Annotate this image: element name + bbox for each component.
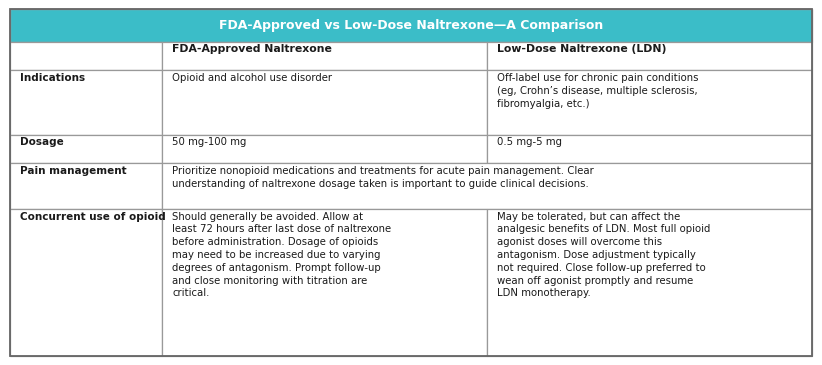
Text: Indications: Indications: [20, 73, 85, 83]
Bar: [487, 135, 812, 164]
Text: Low-Dose Naltrexone (LDN): Low-Dose Naltrexone (LDN): [497, 45, 667, 54]
Text: Concurrent use of opioid: Concurrent use of opioid: [20, 212, 166, 222]
Bar: [10, 164, 162, 209]
Bar: [487, 209, 812, 356]
Text: 0.5 mg-5 mg: 0.5 mg-5 mg: [497, 137, 562, 147]
Bar: [10, 135, 162, 164]
Text: FDA-Approved Naltrexone: FDA-Approved Naltrexone: [173, 45, 332, 54]
Bar: [10, 42, 162, 70]
Text: May be tolerated, but can affect the
analgesic benefits of LDN. Most full opioid: May be tolerated, but can affect the ana…: [497, 212, 711, 299]
Bar: [162, 164, 812, 209]
Bar: [10, 70, 162, 135]
Text: FDA-Approved vs Low-Dose Naltrexone—A Comparison: FDA-Approved vs Low-Dose Naltrexone—A Co…: [219, 19, 603, 32]
Text: Opioid and alcohol use disorder: Opioid and alcohol use disorder: [173, 73, 332, 83]
Text: 50 mg-100 mg: 50 mg-100 mg: [173, 137, 247, 147]
Bar: [162, 42, 487, 70]
Bar: [162, 70, 487, 135]
Bar: [10, 9, 812, 42]
Text: Off-label use for chronic pain conditions
(eg, Crohn’s disease, multiple scleros: Off-label use for chronic pain condition…: [497, 73, 699, 108]
Text: Prioritize nonopioid medications and treatments for acute pain management. Clear: Prioritize nonopioid medications and tre…: [173, 166, 594, 189]
Bar: [487, 70, 812, 135]
Bar: [162, 209, 487, 356]
Bar: [487, 42, 812, 70]
Text: Dosage: Dosage: [20, 137, 64, 147]
Text: Should generally be avoided. Allow at
least 72 hours after last dose of naltrexo: Should generally be avoided. Allow at le…: [173, 212, 391, 299]
Text: Pain management: Pain management: [20, 166, 127, 176]
Bar: [10, 209, 162, 356]
Bar: [162, 135, 487, 164]
